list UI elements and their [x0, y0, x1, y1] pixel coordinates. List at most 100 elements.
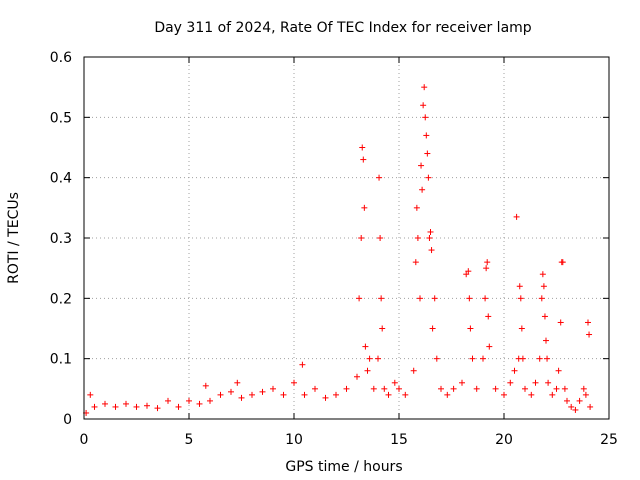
data-point	[360, 156, 367, 163]
data-point	[539, 271, 546, 278]
data-point	[102, 400, 108, 407]
data-point	[343, 385, 350, 392]
data-point	[123, 400, 129, 407]
x-tick-label: 5	[185, 432, 194, 448]
data-point	[528, 391, 535, 398]
data-point	[559, 259, 566, 266]
data-point	[540, 283, 547, 290]
data-point	[175, 403, 182, 410]
data-point	[421, 84, 428, 91]
data-point	[381, 385, 388, 392]
data-point	[270, 385, 276, 392]
x-tick-label: 10	[285, 432, 303, 448]
data-point	[91, 403, 98, 410]
data-point	[519, 355, 526, 362]
data-point	[301, 391, 308, 398]
data-point	[450, 385, 457, 392]
data-point	[576, 397, 583, 404]
data-point	[234, 379, 241, 386]
data-point	[186, 397, 192, 404]
data-point	[516, 283, 523, 290]
data-point	[561, 385, 568, 392]
data-point	[377, 235, 384, 241]
data-point	[582, 391, 589, 398]
data-point	[414, 235, 421, 241]
data-point	[522, 385, 528, 392]
data-point	[333, 391, 339, 398]
data-point	[549, 391, 556, 398]
data-point	[419, 186, 426, 193]
y-tick-label: 0	[63, 412, 72, 428]
data-point	[396, 385, 402, 392]
data-point	[587, 403, 594, 410]
data-point	[379, 325, 386, 332]
data-point	[217, 391, 224, 398]
data-point	[420, 102, 427, 109]
data-point	[538, 295, 545, 302]
data-point	[511, 367, 518, 374]
data-point	[586, 331, 593, 338]
data-point	[259, 388, 266, 395]
data-point	[507, 379, 514, 386]
data-point	[202, 382, 209, 389]
data-point	[572, 406, 579, 413]
data-point	[480, 355, 486, 362]
data-point	[165, 397, 171, 404]
x-tick-label: 0	[80, 432, 89, 448]
data-point	[385, 391, 392, 398]
data-point	[459, 379, 465, 386]
x-tick-labels: 0 5 10 15 20 25	[80, 432, 618, 448]
data-point	[544, 355, 551, 362]
data-point	[356, 295, 363, 302]
data-point	[580, 385, 587, 392]
data-point	[429, 325, 436, 332]
grid-lines	[84, 57, 609, 419]
data-point	[299, 361, 306, 368]
y-tick-label: 0.5	[50, 110, 72, 126]
y-tick-label: 0.1	[50, 352, 72, 368]
data-point	[391, 379, 398, 386]
data-point	[483, 265, 490, 272]
data-point	[444, 391, 451, 398]
data-point	[417, 295, 423, 302]
data-point	[424, 150, 431, 157]
data-point	[133, 403, 140, 410]
data-point	[433, 355, 440, 362]
data-point	[513, 213, 520, 220]
y-tick-label: 0.6	[50, 50, 72, 66]
data-point	[427, 228, 434, 235]
data-point	[466, 295, 473, 302]
data-point	[482, 295, 489, 302]
data-point	[370, 385, 377, 392]
data-point	[425, 174, 432, 181]
data-point	[541, 313, 548, 320]
data-point	[564, 397, 570, 404]
data-point	[228, 388, 234, 395]
data-point	[359, 144, 366, 151]
data-point	[543, 337, 549, 344]
data-point	[532, 379, 539, 386]
y-tick-labels: 0 0.1 0.2 0.3 0.4 0.5 0.6	[50, 50, 72, 428]
data-point	[412, 259, 419, 266]
data-point	[249, 391, 255, 398]
data-point	[112, 403, 119, 410]
data-point	[426, 235, 433, 241]
data-point	[291, 379, 297, 386]
x-tick-label: 25	[600, 432, 618, 448]
data-point	[322, 394, 329, 401]
data-point	[362, 343, 369, 350]
x-tick-label: 15	[390, 432, 408, 448]
data-point	[585, 319, 591, 326]
data-point	[378, 295, 385, 302]
data-point	[422, 114, 429, 121]
data-point	[463, 271, 470, 278]
plot-frame	[83, 56, 610, 420]
data-point	[467, 325, 474, 332]
data-point	[410, 367, 417, 374]
data-point	[485, 313, 492, 320]
x-tick-label: 20	[495, 432, 513, 448]
data-point	[469, 355, 476, 362]
data-point	[196, 400, 203, 407]
chart-title: Day 311 of 2024, Rate Of TEC Index for r…	[154, 20, 531, 36]
